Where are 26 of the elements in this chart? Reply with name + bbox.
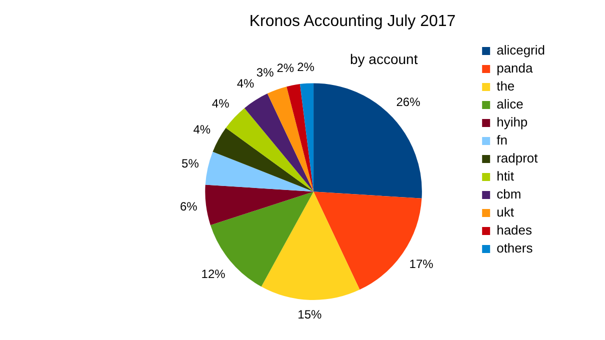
data-label: 3% [256,65,274,80]
legend-label: radprot [496,150,538,166]
data-label: 15% [298,308,322,322]
data-label: 2% [297,60,315,74]
legend-label: htit [496,168,514,184]
legend-label: alicegrid [496,42,546,58]
legend-label: fn [496,132,508,148]
data-label: 26% [396,94,421,109]
legend-label: panda [496,60,534,76]
data-label: 4% [193,122,211,137]
data-label: 6% [180,200,198,214]
chart-subtitle: by account [350,50,418,67]
data-label: 17% [409,257,434,272]
data-label: 4% [212,96,230,111]
legend-label: ukt [496,204,514,220]
data-label: 4% [236,76,255,91]
legend-label: cbm [496,186,522,202]
data-label: 12% [201,266,226,281]
legend-label: hyihp [496,114,528,130]
legend-label: hades [496,222,533,238]
legend-label: alice [496,96,524,112]
chart-title: Kronos Accounting July 2017 [249,13,456,30]
legend-label: the [496,78,515,94]
data-label: 5% [182,156,200,170]
data-label: 2% [276,61,294,76]
legend-label: others [496,240,534,256]
